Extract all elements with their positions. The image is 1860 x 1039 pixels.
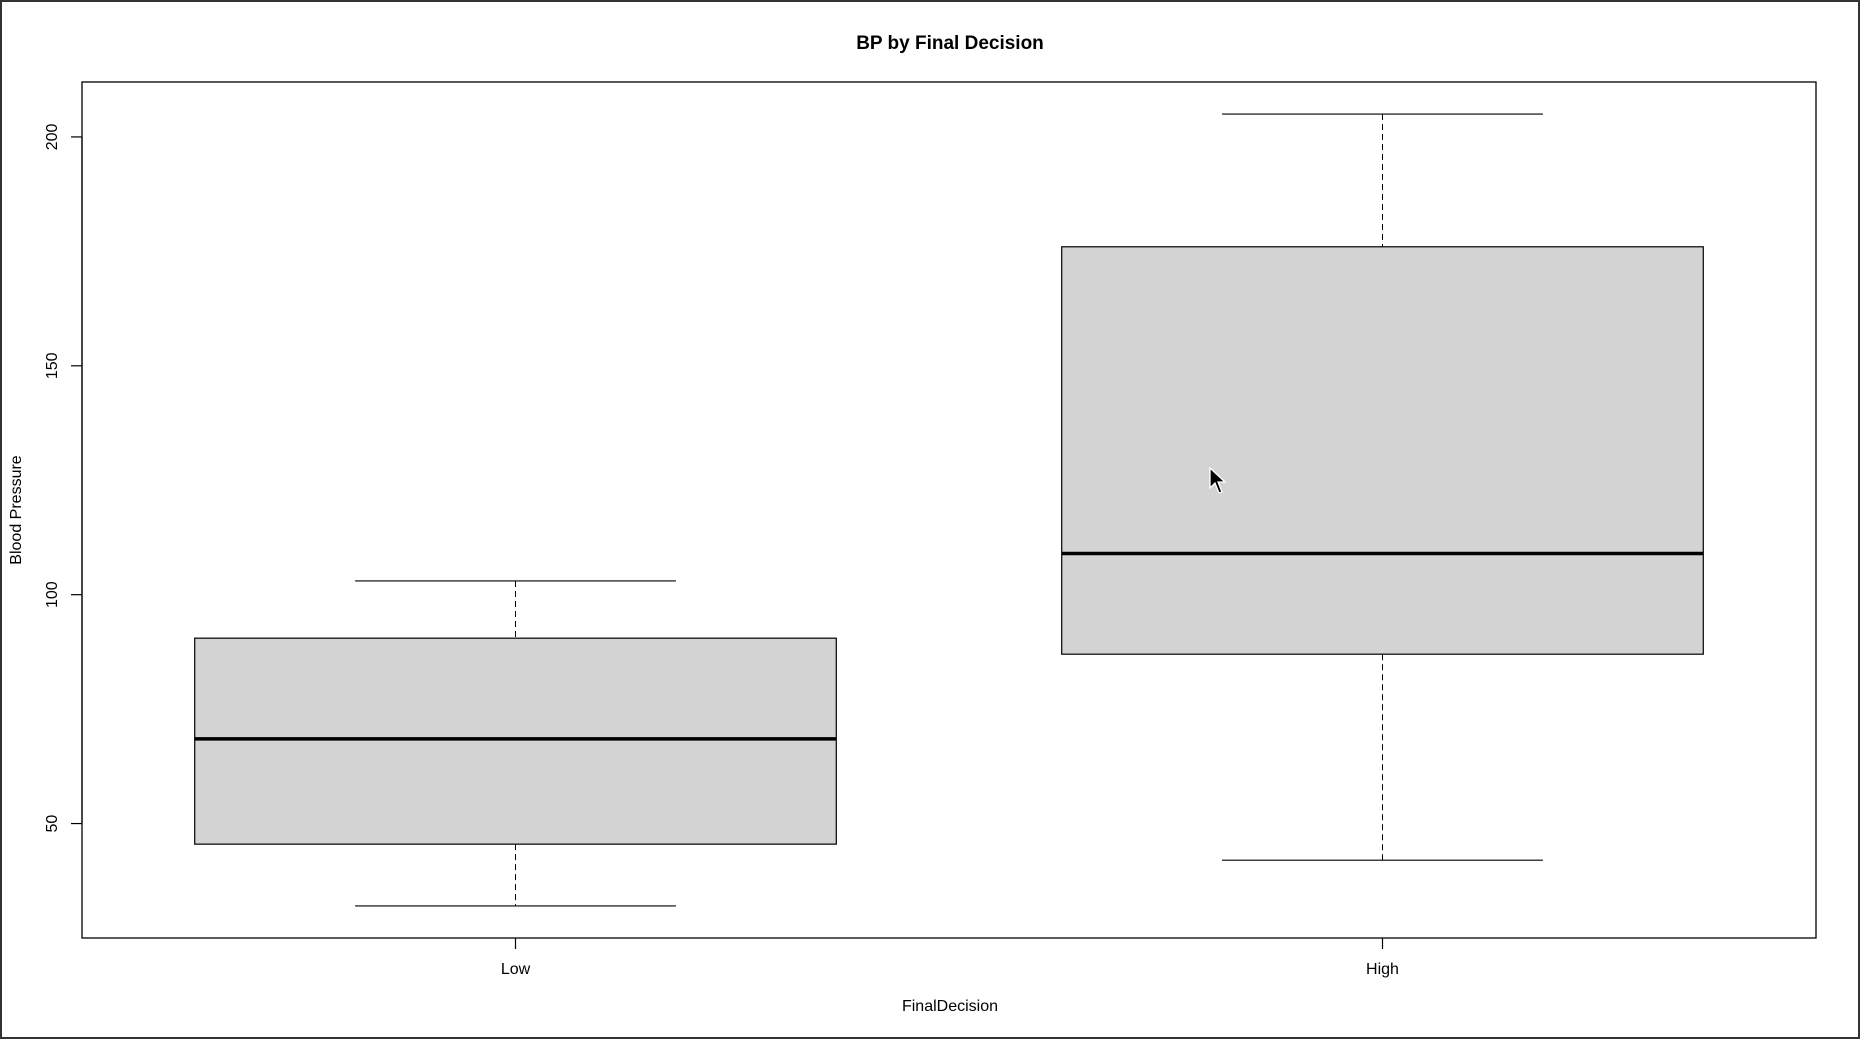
- boxes: [194, 113, 1704, 907]
- y-tick-label: 50: [44, 815, 61, 833]
- x-tick-label-high: High: [1366, 961, 1399, 978]
- mouse-cursor-icon: [1209, 467, 1227, 494]
- x-tick-label-low: Low: [501, 961, 531, 978]
- y-axis: 50 100 150 200: [44, 123, 83, 833]
- y-tick-label: 100: [44, 581, 61, 608]
- x-axis: Low High: [501, 938, 1399, 978]
- box-high: [1061, 246, 1704, 655]
- x-axis-label: FinalDecision: [902, 998, 998, 1015]
- chart-title: BP by Final Decision: [856, 33, 1044, 54]
- box-low: [194, 637, 837, 845]
- y-tick-label: 200: [44, 123, 61, 150]
- y-axis-label: Blood Pressure: [8, 455, 25, 564]
- y-tick-label: 150: [44, 352, 61, 379]
